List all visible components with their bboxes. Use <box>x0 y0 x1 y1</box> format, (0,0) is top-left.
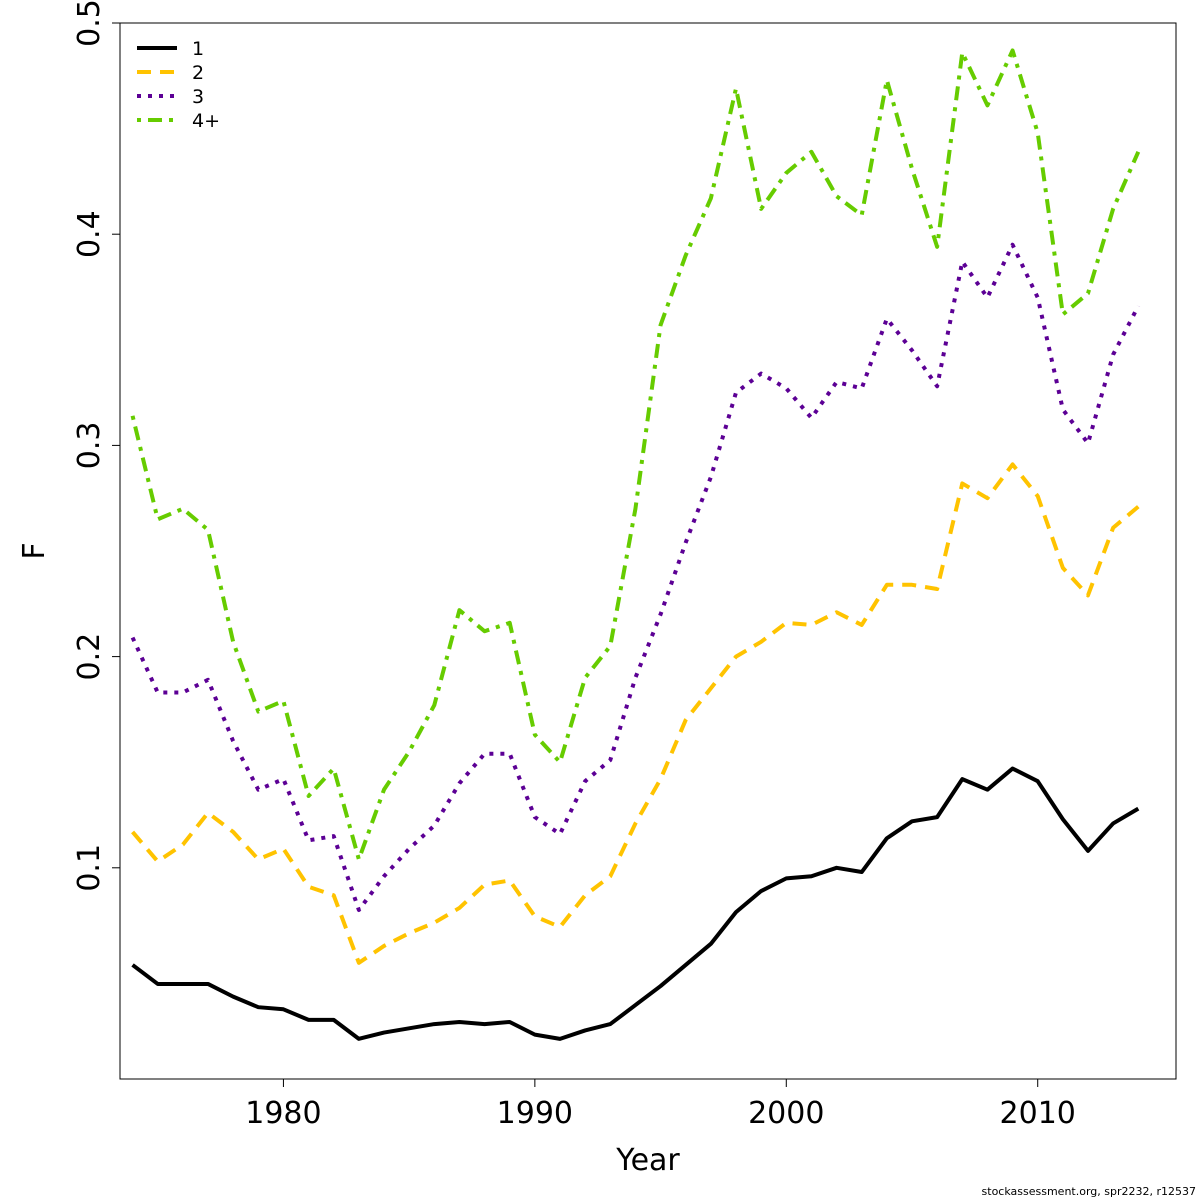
x-tick-label: 2010 <box>1000 1096 1076 1131</box>
legend-label-1: 1 <box>192 38 204 60</box>
y-axis-title: F <box>17 542 52 559</box>
x-axis-title: Year <box>615 1143 680 1178</box>
series-line-4 <box>130 48 1141 862</box>
y-axis: 0.1 0.2 0.3 0.4 0.5 <box>72 0 120 892</box>
x-axis: 1980 1990 2000 2010 <box>245 1079 1076 1131</box>
series-line-3 <box>130 242 1141 913</box>
y-tick-label: 0.2 <box>72 633 107 681</box>
y-tick-label: 0.1 <box>72 844 107 892</box>
plot-frame <box>119 22 1177 1080</box>
x-tick-label: 2000 <box>748 1096 824 1131</box>
legend-label-3: 3 <box>192 86 204 108</box>
y-tick-label: 0.5 <box>72 0 107 47</box>
legend-label-2: 2 <box>192 62 204 84</box>
x-tick-label: 1980 <box>245 1096 321 1131</box>
credit-text: stockassessment.org, spr2232, r12537 <box>982 1185 1196 1198</box>
x-tick-label: 1990 <box>497 1096 573 1131</box>
legend-label-4: 4+ <box>192 110 220 132</box>
series-line-2 <box>131 462 1140 965</box>
y-tick-label: 0.4 <box>72 210 107 258</box>
series-layer <box>130 48 1141 1041</box>
y-tick-label: 0.3 <box>72 422 107 470</box>
series-line-1 <box>131 766 1140 1041</box>
